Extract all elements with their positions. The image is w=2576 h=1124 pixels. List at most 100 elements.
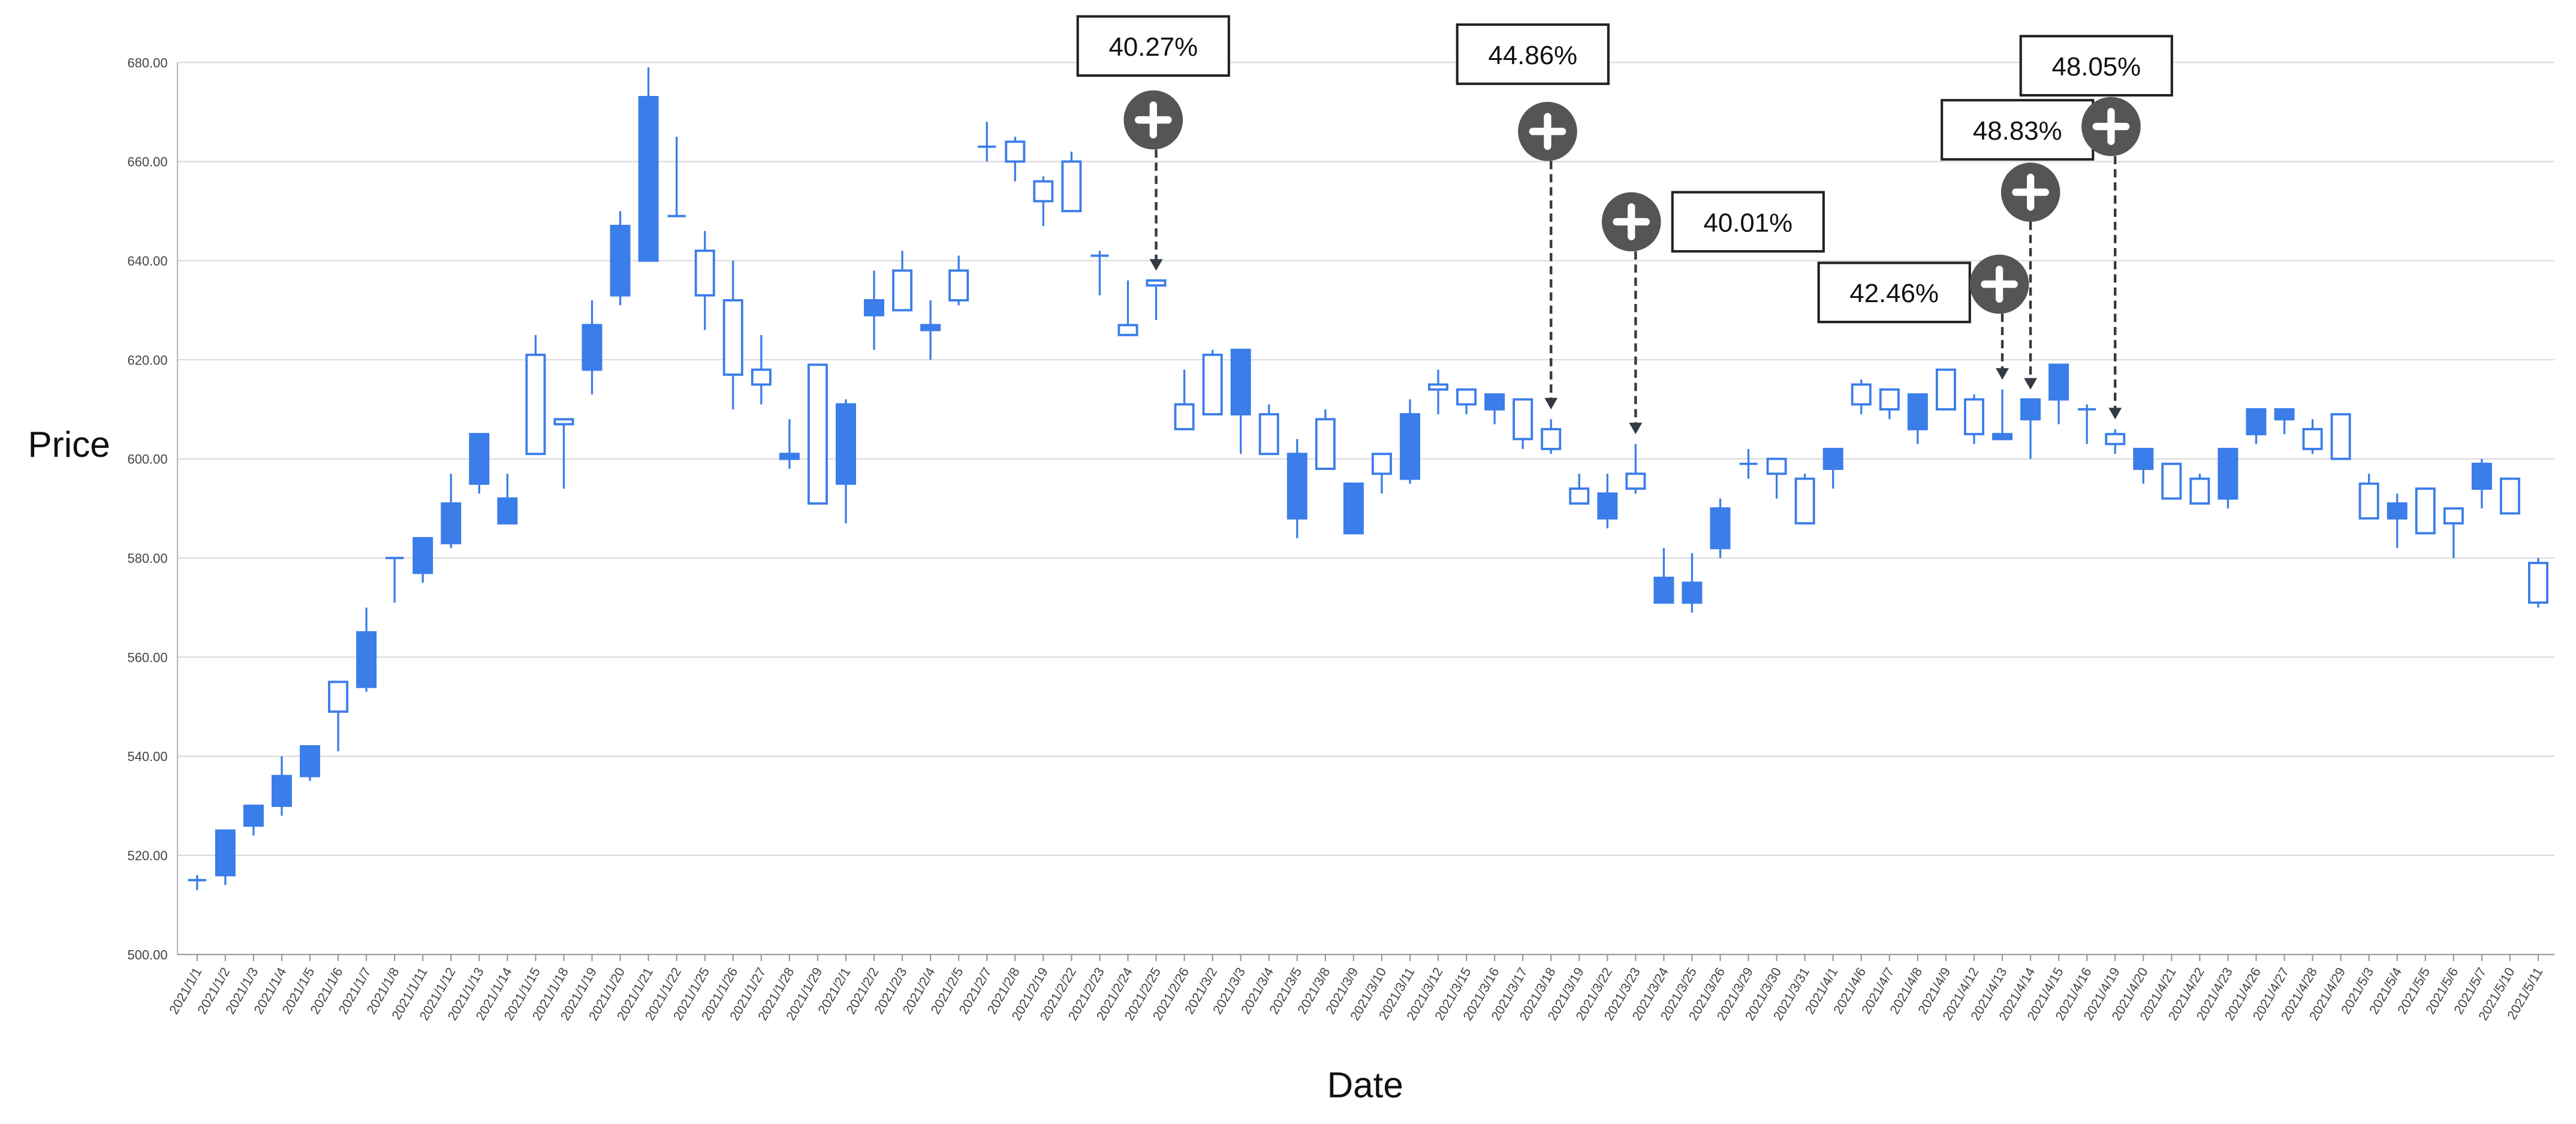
add-button-plus[interactable] [2092,108,2130,145]
add-button-plus[interactable] [1134,101,1172,138]
candle-body [1513,398,1533,441]
y-tick-label: 640.00 [128,254,168,269]
candle-body [356,631,377,688]
annotation: 42.46% [1817,254,2029,380]
candle-body [2105,433,2126,445]
candle-body [469,433,490,485]
annotation-label: 48.83% [1973,116,2062,146]
annotation-box [1076,15,1230,77]
y-tick-label: 600.00 [128,452,168,467]
candle-body [2189,477,2210,505]
candle-body [1682,581,1703,604]
arrow-head [1629,423,1643,435]
candle-body [2330,413,2351,460]
candle-body [779,453,800,460]
candle-body [1569,487,1590,505]
candle-body [2471,462,2492,490]
candle-body [638,96,659,262]
candle-body [2274,408,2295,421]
arrow-head [2024,378,2038,390]
add-button[interactable] [2081,97,2141,156]
candle-body [1202,353,1223,416]
candle-body [1963,398,1984,436]
candle-body [1484,393,1505,411]
arrow-head [1544,397,1558,409]
x-axis-title: Date [1327,1065,1403,1105]
candle-body [1766,457,1787,475]
arrow-head [2108,408,2122,420]
candle-body [2161,462,2182,500]
candle-body [1117,324,1138,336]
add-button[interactable] [1969,254,2029,314]
y-tick-label: 680.00 [128,55,168,70]
candle-body [1428,383,1449,391]
annotation: 40.27% [1076,15,1230,271]
y-tick-label: 560.00 [128,650,168,665]
candle-body [1315,418,1336,470]
add-button-plus[interactable] [1529,113,1566,150]
candle-body [2218,448,2238,500]
candle-body [722,299,743,376]
candle-body [610,225,631,297]
annotation-label: 40.01% [1703,208,1792,237]
add-button[interactable] [1518,101,1577,161]
candle-body [2527,562,2548,604]
candle-body [920,324,941,332]
annotation-box [1817,261,1971,324]
candle-body [892,269,913,312]
candle-body [412,537,433,574]
annotation-label: 44.86% [1488,41,1577,70]
annotation-label: 42.46% [1849,279,1939,308]
annotation-box [1456,23,1610,85]
candle-body [1230,348,1251,416]
candle-body [1710,507,1731,550]
candle-body [948,269,969,302]
arrow-head [1149,259,1163,271]
add-button-plus[interactable] [1981,266,2018,303]
candle-body [1287,453,1307,520]
annotation-label: 40.27% [1108,32,1198,62]
candle-body [2048,363,2069,401]
candle-body [441,502,462,544]
y-tick-label: 500.00 [128,947,168,962]
candle-body [272,775,292,807]
y-axis-title: Price [28,424,110,465]
candle-body [1146,279,1167,287]
candle-body [1371,453,1392,475]
candle-body [1061,160,1082,213]
add-button-plus[interactable] [2012,173,2050,211]
annotation: 44.86% [1456,23,1610,409]
annotation-box [1941,99,2095,161]
candle-body [1625,472,1646,490]
candle-body [328,680,349,713]
candle-body [1879,388,1900,411]
candle-body [694,249,715,297]
candle-body [525,353,546,456]
candle-body [1794,477,1815,525]
annotation: 48.83% [1941,99,2095,390]
add-button-plus[interactable] [1613,203,1650,240]
candle-body [1851,383,1872,406]
y-tick-label: 520.00 [128,848,168,863]
candle-body [1653,576,1674,604]
add-button[interactable] [1601,192,1661,252]
candle-body [582,324,602,371]
y-tick-label: 580.00 [128,551,168,566]
candle-body [2133,448,2154,470]
annotation: 40.01% [1601,191,1825,435]
candle-body [1541,427,1562,450]
candle-body [1174,403,1195,430]
candle-body [864,299,885,317]
candle-body [2443,507,2464,525]
add-button[interactable] [2000,162,2060,222]
candle-body [2358,482,2379,520]
candle-body [215,829,236,876]
y-tick-label: 660.00 [128,155,168,170]
candle-body [1935,368,1956,411]
add-button[interactable] [1123,90,1183,150]
candle-body [553,418,574,426]
candle-body [836,403,856,485]
annotation-box [2019,35,2173,97]
